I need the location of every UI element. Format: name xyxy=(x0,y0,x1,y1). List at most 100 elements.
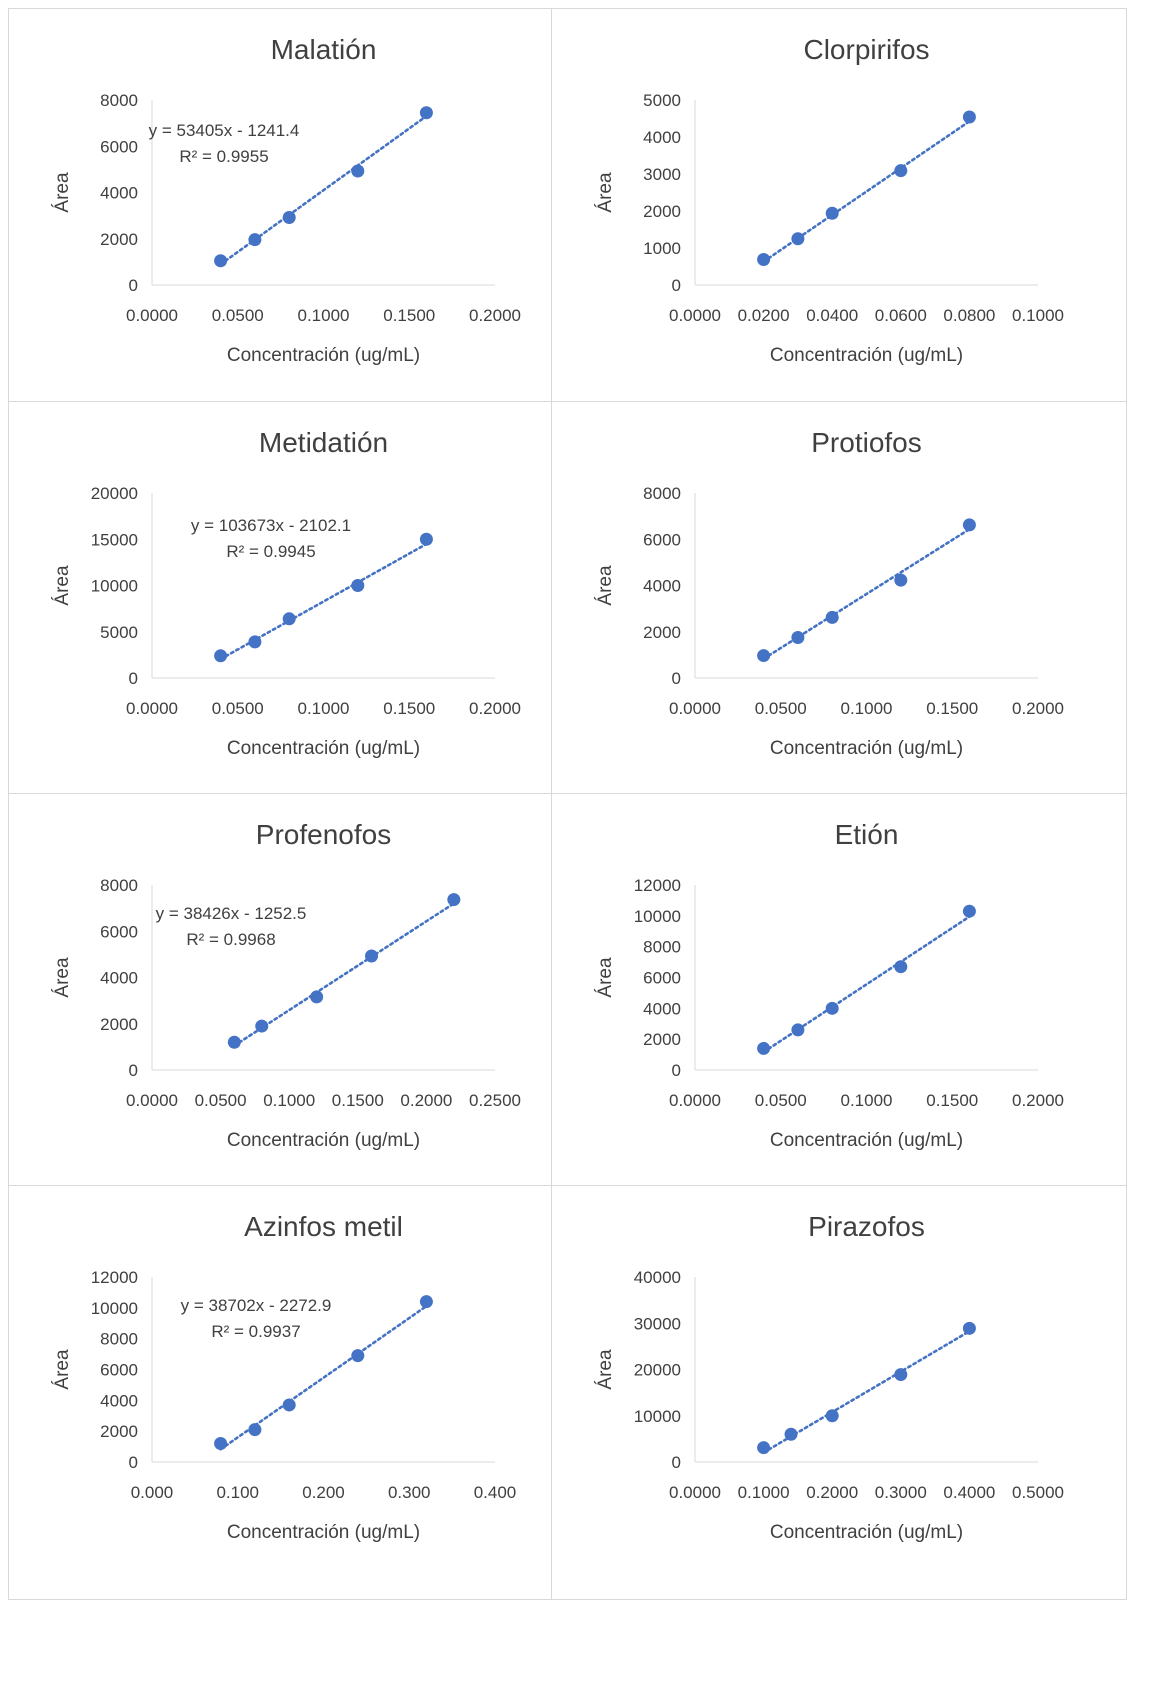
data-point xyxy=(962,904,976,918)
data-point xyxy=(962,518,976,532)
x-tick-label: 0.0500 xyxy=(195,1091,247,1110)
x-tick-label: 0.1500 xyxy=(332,1091,384,1110)
x-tick-label: 0.0500 xyxy=(755,699,807,718)
y-axis-title: Área xyxy=(595,1349,616,1390)
y-tick-label: 6000 xyxy=(100,1361,138,1380)
data-point xyxy=(282,210,296,224)
data-point xyxy=(894,573,908,587)
y-tick-label: 0 xyxy=(129,1453,138,1472)
y-tick-label: 0 xyxy=(129,1061,138,1080)
data-point xyxy=(791,631,805,645)
x-axis-title: Concentración (ug/mL) xyxy=(227,345,420,366)
x-tick-label: 0.1000 xyxy=(841,1091,893,1110)
y-tick-label: 10000 xyxy=(91,577,138,596)
data-point xyxy=(419,1295,433,1309)
data-point xyxy=(447,893,461,907)
chart-panel: Pirazofos 0 10000 20000 30000 40000 0.0000 0.10… xyxy=(551,1185,1127,1600)
data-point xyxy=(282,612,296,626)
chart-title: Etión xyxy=(835,819,899,850)
x-axis-title: Concentración (ug/mL) xyxy=(770,738,963,759)
y-axis-title: Área xyxy=(595,172,616,213)
chart-panel: Azinfos metil 0 2000 4000 6000 8000 10000 12000… xyxy=(8,1185,584,1600)
x-axis-title: Concentración (ug/mL) xyxy=(770,345,963,366)
x-tick-label: 0.2000 xyxy=(1012,1091,1064,1110)
chart-title: Clorpirifos xyxy=(803,34,929,65)
x-tick-label: 0.0000 xyxy=(669,306,721,325)
x-tick-label: 0.1500 xyxy=(926,1091,978,1110)
y-tick-label: 8000 xyxy=(100,1330,138,1349)
x-tick-label: 0.300 xyxy=(388,1483,431,1502)
data-point xyxy=(784,1427,798,1441)
y-tick-label: 8000 xyxy=(643,484,681,503)
x-tick-label: 0.0500 xyxy=(755,1091,807,1110)
data-point xyxy=(791,1023,805,1037)
y-tick-label: 15000 xyxy=(91,530,138,549)
data-point xyxy=(227,1035,241,1049)
x-tick-label: 0.100 xyxy=(216,1483,259,1502)
x-tick-label: 0.1500 xyxy=(926,699,978,718)
data-point xyxy=(351,164,365,178)
x-tick-label: 0.0000 xyxy=(669,1483,721,1502)
chart-panel: Etión 0 2000 4000 6000 8000 10000 12000 0.0000 0.… xyxy=(551,793,1127,1208)
y-tick-label: 5000 xyxy=(643,91,681,110)
trendline-equation: y = 103673x - 2102.1 xyxy=(191,516,351,535)
data-point xyxy=(248,635,262,649)
y-tick-label: 4000 xyxy=(100,969,138,988)
chart-panel: Profenofos 0 2000 4000 6000 8000 0.0000 0.0500 0… xyxy=(8,793,584,1208)
chart-svg: Etión 0 2000 4000 6000 8000 10000 12000 0.0000 0.… xyxy=(595,819,1064,1151)
x-tick-label: 0.1000 xyxy=(1012,306,1064,325)
trendline xyxy=(762,1329,971,1454)
data-point xyxy=(419,106,433,120)
x-tick-label: 0.0200 xyxy=(738,306,790,325)
y-tick-label: 12000 xyxy=(634,876,681,895)
data-point xyxy=(248,1423,262,1437)
x-tick-label: 0.2000 xyxy=(400,1091,452,1110)
x-tick-label: 0.0600 xyxy=(875,306,927,325)
r-squared-label: R² = 0.9955 xyxy=(179,147,268,166)
x-tick-label: 0.1000 xyxy=(298,699,350,718)
chart-panel: Protiofos 0 2000 4000 6000 8000 0.0000 0.0500 0.… xyxy=(551,401,1127,816)
x-axis-title: Concentración (ug/mL) xyxy=(227,1130,420,1151)
x-tick-label: 0.5000 xyxy=(1012,1483,1064,1502)
data-point xyxy=(351,579,365,592)
y-tick-label: 2000 xyxy=(643,623,681,642)
y-tick-label: 6000 xyxy=(643,530,681,549)
y-tick-label: 4000 xyxy=(100,184,138,203)
y-tick-label: 0 xyxy=(672,1453,681,1472)
x-tick-label: 0.0000 xyxy=(126,699,178,718)
y-tick-label: 3000 xyxy=(643,165,681,184)
y-tick-label: 6000 xyxy=(100,137,138,156)
chart-svg: Malatión 0 2000 4000 6000 8000 0.0000 0.0500 0.1… xyxy=(52,34,521,366)
y-tick-label: 4000 xyxy=(643,999,681,1018)
y-tick-label: 0 xyxy=(129,276,138,295)
x-tick-label: 0.200 xyxy=(302,1483,345,1502)
data-point xyxy=(214,254,228,268)
trendline xyxy=(762,527,971,661)
y-tick-label: 30000 xyxy=(634,1314,681,1333)
y-tick-label: 0 xyxy=(672,276,681,295)
x-tick-label: 0.0000 xyxy=(126,1091,178,1110)
chart-panel: Clorpirifos 0 1000 2000 3000 4000 5000 0.0000 0.… xyxy=(551,8,1127,423)
y-tick-label: 2000 xyxy=(100,1015,138,1034)
data-point xyxy=(757,1441,771,1455)
chart-title: Protiofos xyxy=(811,427,922,458)
y-axis-title: Área xyxy=(52,172,73,213)
data-point xyxy=(791,232,805,246)
y-tick-label: 6000 xyxy=(643,969,681,988)
data-point xyxy=(214,1437,228,1450)
y-tick-label: 8000 xyxy=(100,876,138,895)
y-tick-label: 0 xyxy=(672,669,681,688)
x-tick-label: 0.0000 xyxy=(669,699,721,718)
x-tick-label: 0.1500 xyxy=(383,699,435,718)
x-tick-label: 0.2500 xyxy=(469,1091,521,1110)
data-point xyxy=(757,649,771,663)
trendline-equation: y = 38702x - 2272.9 xyxy=(181,1296,332,1315)
x-tick-label: 0.0500 xyxy=(212,306,264,325)
chart-title: Profenofos xyxy=(256,819,391,850)
x-tick-label: 0.0800 xyxy=(943,306,995,325)
x-tick-label: 0.000 xyxy=(131,1483,174,1502)
x-tick-label: 0.0000 xyxy=(669,1091,721,1110)
x-axis-title: Concentración (ug/mL) xyxy=(770,1130,963,1151)
y-tick-label: 5000 xyxy=(100,623,138,642)
data-point xyxy=(757,252,771,266)
